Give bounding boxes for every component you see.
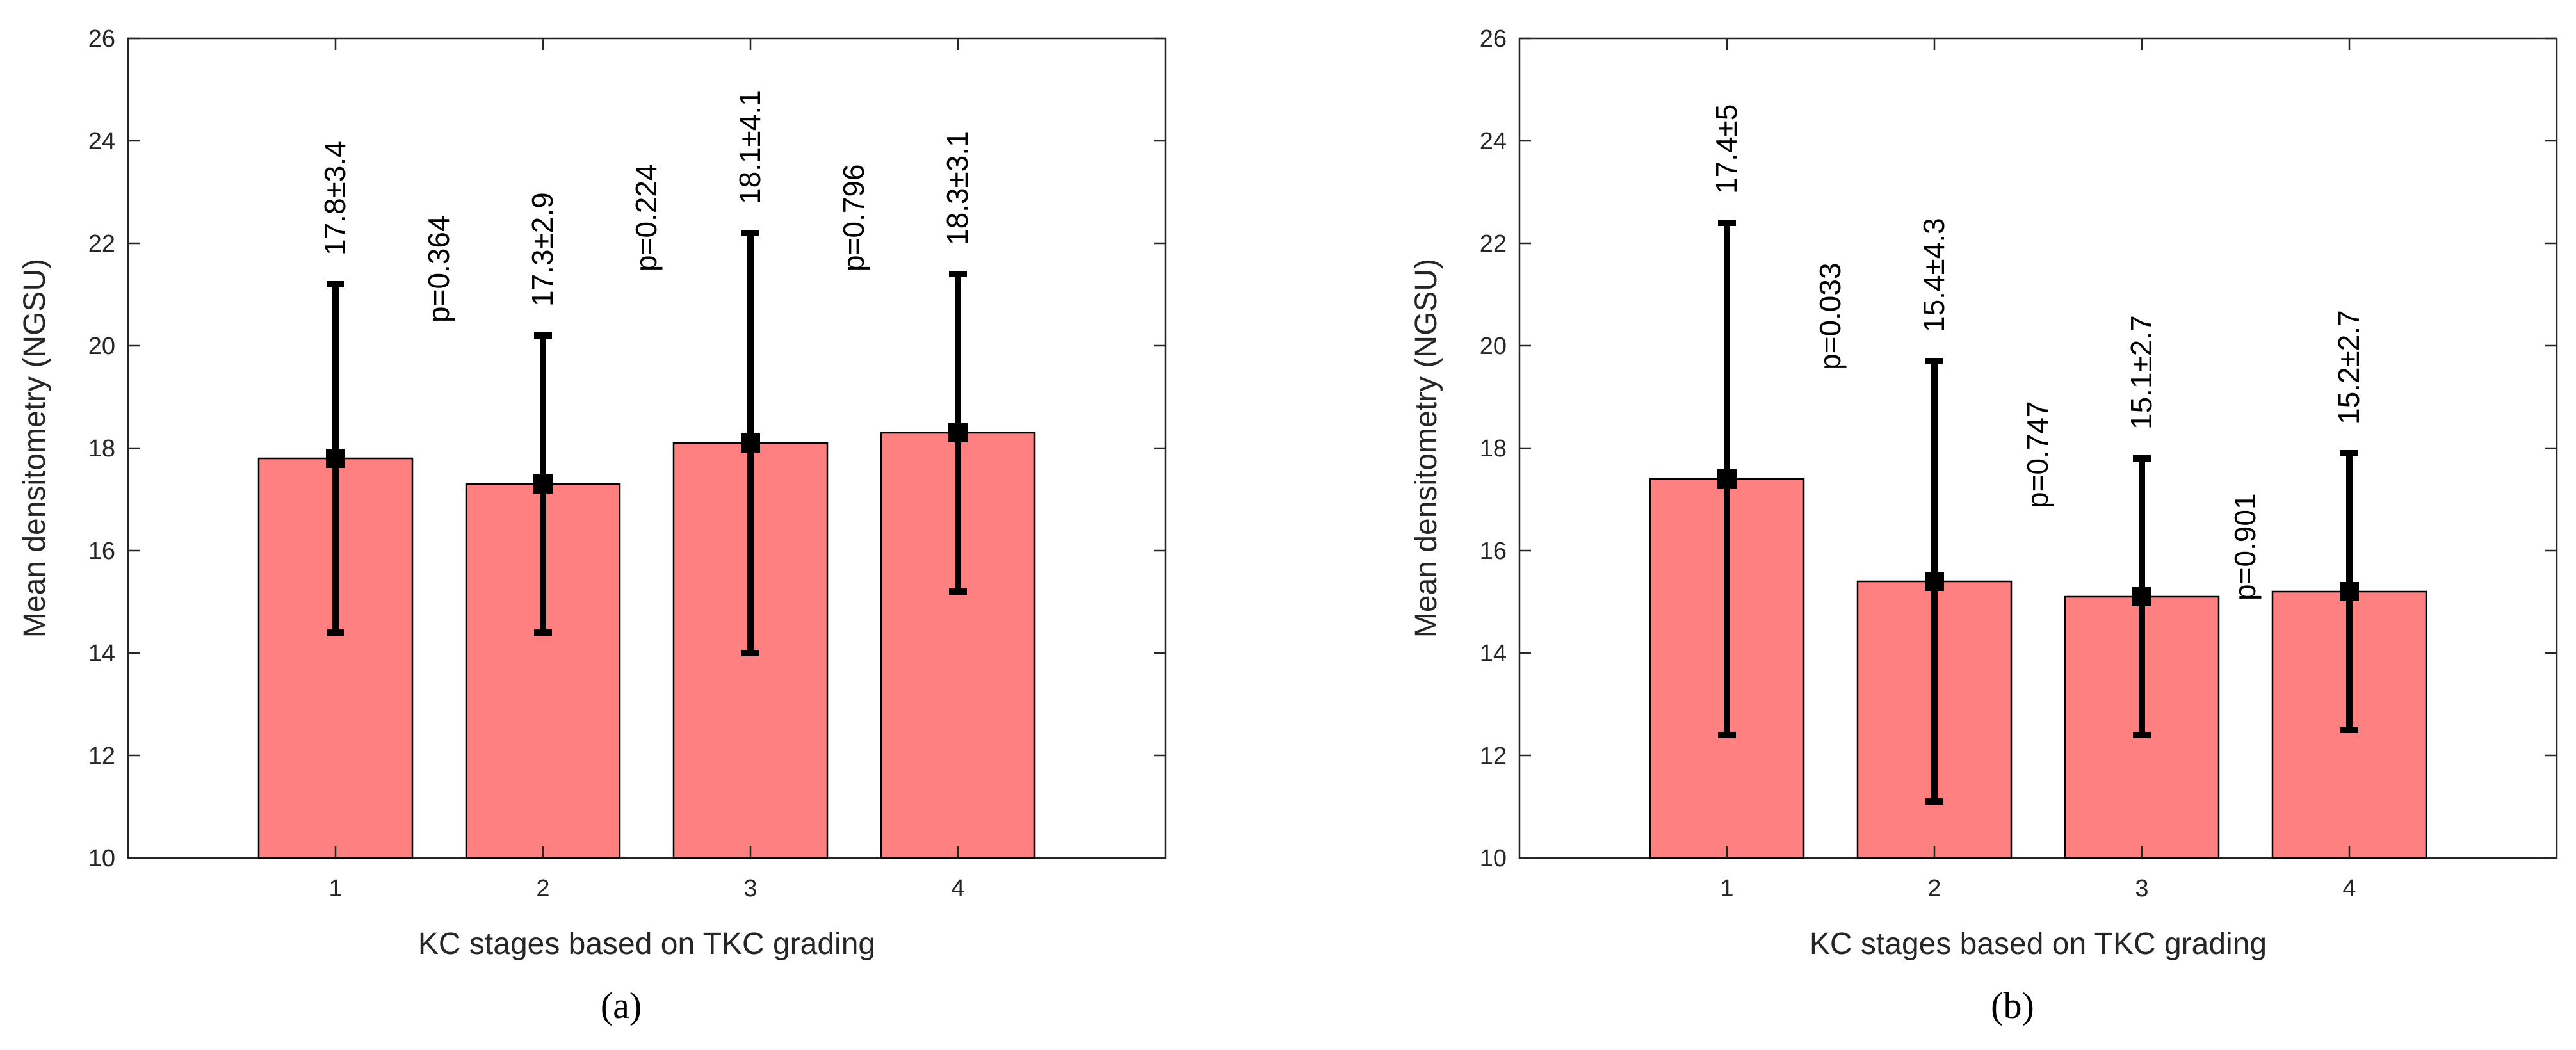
y-tick-label: 14 (1480, 640, 1507, 667)
p-value-label: p=0.033 (1813, 262, 1847, 370)
mean-marker (2132, 587, 2151, 606)
y-tick-label: 22 (88, 230, 115, 257)
x-tick-label: 1 (1720, 875, 1733, 902)
y-axis-title: Mean densitometry (NGSU) (1409, 259, 1443, 638)
y-tick-label: 22 (1480, 230, 1507, 257)
value-label: 17.8±3.4 (318, 141, 352, 255)
y-tick-label: 26 (1480, 26, 1507, 52)
mean-marker (948, 423, 968, 442)
y-tick-label: 18 (1480, 435, 1507, 462)
p-value-label: p=0.901 (2228, 493, 2262, 601)
x-tick-label: 2 (536, 875, 549, 902)
y-tick-label: 24 (88, 128, 115, 155)
panel-label: (a) (601, 985, 642, 1026)
mean-marker (1925, 572, 1944, 591)
mean-marker (326, 449, 345, 468)
y-tick-label: 12 (1480, 743, 1507, 770)
x-axis-title: KC stages based on TKC grading (418, 927, 875, 961)
x-tick-label: 1 (328, 875, 342, 902)
x-tick-label: 4 (951, 875, 964, 902)
y-tick-label: 16 (1480, 538, 1507, 565)
mean-marker (1717, 469, 1737, 489)
y-tick-label: 18 (88, 435, 115, 462)
y-tick-label: 16 (88, 538, 115, 565)
p-value-label: p=0.796 (837, 164, 870, 271)
chart-panel-b: 10 12 14 16 18 20 22 24 26 1 17.4±5 2 15.4±4.3 3 15.1±… (1409, 26, 2558, 1026)
x-tick-label: 4 (2342, 875, 2356, 902)
p-value-label: p=0.747 (2021, 401, 2054, 508)
x-axis-title: KC stages based on TKC grading (1810, 927, 2267, 961)
y-tick-label: 26 (88, 26, 115, 52)
p-value-label: p=0.364 (422, 215, 455, 323)
value-label: 18.1±4.1 (733, 90, 766, 204)
value-label: 17.4±5 (1710, 104, 1743, 194)
x-tick-label: 3 (2135, 875, 2148, 902)
x-tick-label: 2 (1927, 875, 1941, 902)
x-tick-label: 3 (743, 875, 757, 902)
y-tick-label: 24 (1480, 128, 1507, 155)
p-value-label: p=0.224 (629, 164, 663, 271)
y-tick-label: 10 (1480, 845, 1507, 872)
panel-label: (b) (1991, 985, 2034, 1026)
value-label: 15.4±4.3 (1917, 218, 1950, 332)
value-label: 15.2±2.7 (2332, 310, 2365, 424)
value-label: 17.3±2.9 (526, 192, 559, 307)
y-tick-label: 12 (88, 743, 115, 770)
y-tick-label: 14 (88, 640, 115, 667)
mean-marker (2340, 582, 2359, 601)
value-label: 18.3±3.1 (941, 131, 974, 245)
y-axis-title: Mean densitometry (NGSU) (18, 259, 52, 638)
value-label: 15.1±2.7 (2125, 315, 2158, 430)
chart-panel-a: 10 12 14 16 18 20 22 24 26 1 17.8±3.4 2 17.3±2.9 3 18.… (18, 26, 1167, 1026)
y-tick-label: 10 (88, 845, 115, 872)
mean-marker (533, 474, 553, 494)
y-tick-label: 20 (1480, 333, 1507, 360)
mean-marker (741, 433, 760, 453)
y-tick-label: 20 (88, 333, 115, 360)
